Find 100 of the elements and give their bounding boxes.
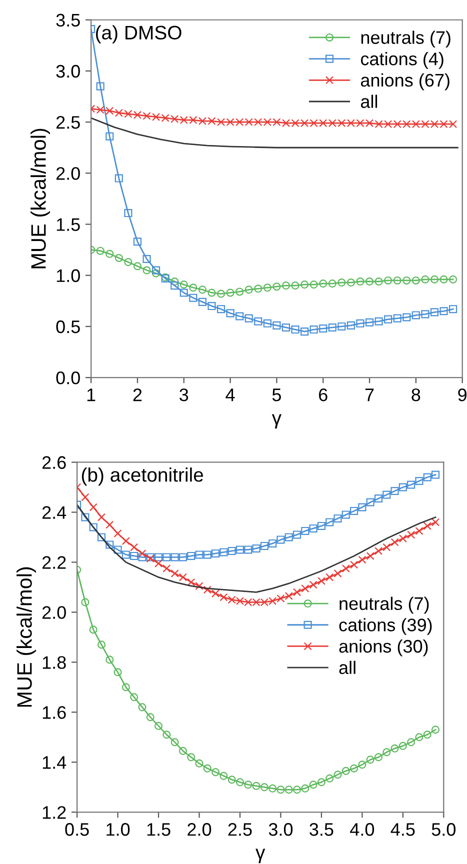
point xyxy=(449,275,458,284)
point xyxy=(328,280,336,288)
point xyxy=(133,262,142,270)
x-tick-label: 8 xyxy=(412,388,420,402)
point xyxy=(431,726,440,734)
point xyxy=(390,486,399,496)
point xyxy=(114,174,123,182)
point xyxy=(244,314,253,322)
point xyxy=(130,693,138,702)
legend-label: cations (39) xyxy=(339,618,432,635)
x-tick-label: 9 xyxy=(458,388,466,402)
point xyxy=(291,326,300,334)
point xyxy=(430,308,439,316)
point xyxy=(276,786,285,794)
point xyxy=(292,786,302,794)
point xyxy=(390,538,399,546)
y-tick-label: 2.6 xyxy=(42,456,66,469)
point xyxy=(198,298,206,306)
point xyxy=(124,258,132,266)
point xyxy=(106,540,114,549)
y-tick-label: 2.4 xyxy=(42,506,66,519)
point xyxy=(244,546,252,554)
point xyxy=(198,286,206,294)
point xyxy=(309,580,318,589)
point xyxy=(350,560,358,569)
point xyxy=(244,780,252,789)
point xyxy=(338,322,346,330)
point xyxy=(122,550,130,559)
y-axis-title: MUE (kcal/mol) xyxy=(16,567,36,707)
point xyxy=(319,280,328,288)
point xyxy=(178,553,187,562)
point xyxy=(96,246,104,255)
point xyxy=(382,748,391,756)
point xyxy=(170,569,179,578)
y-axis-title: MUE (kcal/mol) xyxy=(30,128,50,268)
point xyxy=(106,132,114,140)
legend-label: anions (30) xyxy=(339,639,428,656)
point xyxy=(195,759,204,768)
point xyxy=(216,305,226,314)
point xyxy=(421,310,430,318)
point xyxy=(326,573,334,582)
point xyxy=(146,713,154,722)
x-tick-label: 4.0 xyxy=(350,823,374,836)
point xyxy=(374,753,383,762)
point xyxy=(342,564,350,572)
point xyxy=(81,598,90,606)
point xyxy=(300,328,309,336)
point xyxy=(263,284,272,292)
x-tick-label: 2 xyxy=(133,388,142,402)
point xyxy=(220,548,228,556)
point xyxy=(154,559,163,568)
point xyxy=(412,311,420,320)
point xyxy=(430,275,439,284)
point xyxy=(162,553,171,562)
point xyxy=(402,276,411,285)
y-tick-label: 3.0 xyxy=(56,64,80,78)
point xyxy=(178,573,187,582)
point xyxy=(449,305,458,314)
point xyxy=(276,536,285,544)
point xyxy=(162,730,171,739)
point xyxy=(228,546,236,555)
point xyxy=(96,82,104,90)
legend-label: cations (4) xyxy=(360,52,444,69)
point xyxy=(203,586,212,594)
point xyxy=(393,314,402,322)
point xyxy=(342,766,350,775)
point xyxy=(212,768,220,776)
point xyxy=(374,317,383,326)
point xyxy=(358,503,366,512)
point xyxy=(292,588,302,596)
point xyxy=(138,553,146,562)
legend-label: all xyxy=(360,94,378,108)
point xyxy=(365,277,374,286)
point xyxy=(89,626,98,634)
point xyxy=(152,266,160,274)
point xyxy=(170,553,179,562)
x-tick-label: 3.0 xyxy=(268,823,293,836)
y-tick-label: 2.0 xyxy=(56,167,80,180)
point xyxy=(284,533,293,542)
point xyxy=(382,543,391,552)
point xyxy=(415,526,424,535)
y-tick-label: 2.5 xyxy=(56,116,80,129)
x-tick-label: 3 xyxy=(180,388,188,402)
point xyxy=(114,529,122,538)
point xyxy=(189,294,198,302)
point xyxy=(431,470,440,479)
point xyxy=(398,483,407,492)
point xyxy=(154,553,163,562)
x-tick-label: 7 xyxy=(365,388,374,402)
point xyxy=(292,530,302,539)
point xyxy=(89,503,98,512)
point xyxy=(212,589,220,598)
point xyxy=(407,480,416,489)
point xyxy=(384,315,392,324)
point xyxy=(226,288,234,297)
point xyxy=(208,288,216,297)
point xyxy=(208,302,216,310)
point xyxy=(319,324,328,333)
point xyxy=(142,266,151,274)
point xyxy=(301,584,310,592)
